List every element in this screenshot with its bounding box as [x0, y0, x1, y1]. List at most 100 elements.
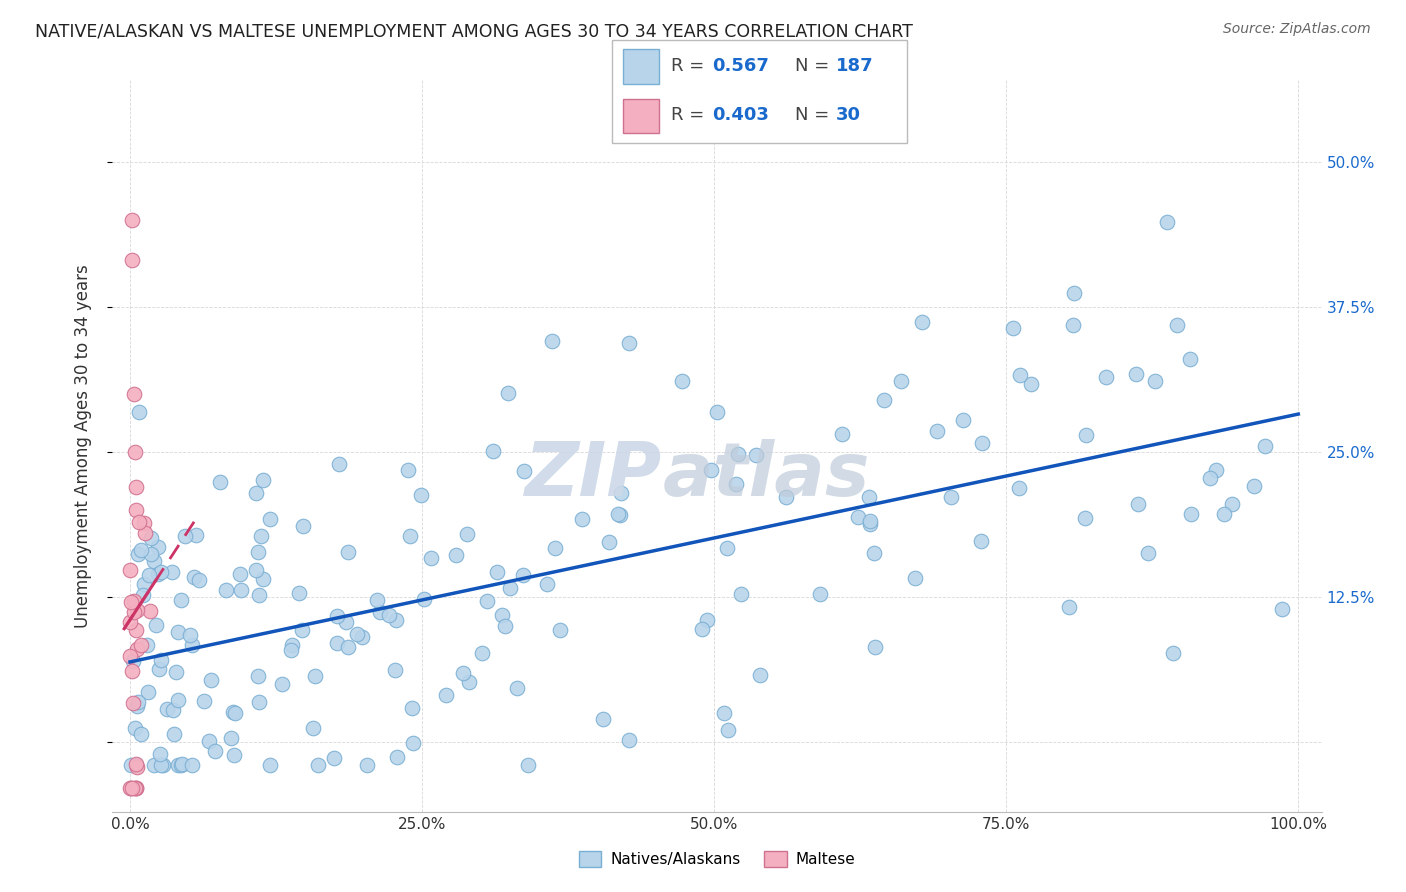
- Point: [146, 567, 169, 582]
- Point: [517, 758, 540, 772]
- Point: [280, 642, 302, 657]
- Point: [125, 503, 148, 517]
- Point: [1019, 376, 1042, 391]
- Point: [335, 615, 357, 630]
- Point: [127, 695, 149, 709]
- Point: [148, 662, 170, 676]
- Point: [1063, 285, 1085, 300]
- Point: [411, 488, 433, 502]
- Point: [399, 529, 422, 543]
- Point: [172, 756, 194, 771]
- Point: [129, 727, 152, 741]
- Point: [1166, 318, 1188, 332]
- Point: [198, 733, 221, 747]
- Point: [128, 515, 150, 529]
- Point: [513, 464, 536, 478]
- Point: [163, 727, 186, 741]
- Point: [134, 577, 156, 591]
- Point: [120, 648, 142, 663]
- Point: [713, 706, 735, 721]
- Text: 187: 187: [837, 57, 873, 75]
- Point: [222, 705, 245, 719]
- Point: [1220, 497, 1243, 511]
- Point: [512, 568, 534, 582]
- Point: [180, 638, 202, 652]
- Point: [700, 463, 723, 477]
- Text: R =: R =: [671, 57, 710, 75]
- Point: [745, 448, 768, 462]
- Y-axis label: Unemployment Among Ages 30 to 34 years: Unemployment Among Ages 30 to 34 years: [73, 264, 91, 628]
- Point: [486, 566, 509, 580]
- Point: [457, 675, 479, 690]
- Text: 0.567: 0.567: [711, 57, 769, 75]
- Point: [910, 315, 932, 329]
- Point: [536, 576, 558, 591]
- Point: [716, 541, 738, 555]
- Text: Source: ZipAtlas.com: Source: ZipAtlas.com: [1223, 22, 1371, 37]
- Point: [396, 463, 419, 477]
- Point: [671, 375, 693, 389]
- Point: [219, 731, 242, 745]
- Point: [148, 540, 170, 554]
- Point: [846, 509, 869, 524]
- Point: [139, 604, 162, 618]
- Point: [150, 758, 173, 772]
- Point: [444, 549, 467, 563]
- Point: [482, 443, 505, 458]
- FancyBboxPatch shape: [612, 40, 907, 143]
- Point: [127, 603, 149, 617]
- Point: [215, 582, 238, 597]
- Point: [128, 405, 150, 419]
- Point: [149, 747, 172, 761]
- Point: [401, 701, 423, 715]
- Point: [970, 534, 993, 549]
- Point: [166, 693, 188, 707]
- Point: [247, 695, 270, 709]
- Point: [170, 758, 193, 772]
- Point: [1199, 471, 1222, 485]
- Point: [120, 563, 142, 577]
- Point: [706, 405, 728, 419]
- Point: [127, 547, 149, 561]
- Bar: [623, 49, 659, 84]
- Point: [224, 706, 246, 720]
- Point: [291, 519, 314, 533]
- Point: [1270, 601, 1292, 615]
- Point: [149, 565, 172, 579]
- Point: [322, 750, 344, 764]
- Point: [1156, 214, 1178, 228]
- Point: [302, 722, 325, 736]
- Point: [1074, 428, 1097, 442]
- Point: [224, 748, 246, 763]
- Point: [252, 473, 274, 487]
- Point: [1243, 479, 1265, 493]
- Point: [1213, 507, 1236, 521]
- Point: [366, 593, 388, 607]
- Point: [122, 696, 145, 710]
- Point: [402, 736, 425, 750]
- Point: [122, 605, 145, 619]
- Point: [120, 781, 142, 796]
- Point: [477, 594, 499, 608]
- Point: [134, 526, 156, 541]
- Point: [1074, 511, 1097, 525]
- Point: [127, 642, 149, 657]
- Point: [124, 445, 146, 459]
- Point: [246, 545, 269, 559]
- Point: [571, 512, 593, 526]
- Text: N =: N =: [794, 57, 835, 75]
- Point: [859, 517, 882, 532]
- Point: [125, 623, 148, 637]
- Point: [451, 665, 474, 680]
- Point: [125, 699, 148, 714]
- Point: [121, 212, 143, 227]
- Point: [124, 781, 146, 796]
- Point: [170, 593, 193, 607]
- Point: [167, 758, 190, 772]
- Point: [775, 490, 797, 504]
- Point: [125, 758, 148, 772]
- Point: [252, 572, 274, 586]
- Point: [280, 638, 302, 652]
- Point: [456, 526, 478, 541]
- Point: [494, 618, 516, 632]
